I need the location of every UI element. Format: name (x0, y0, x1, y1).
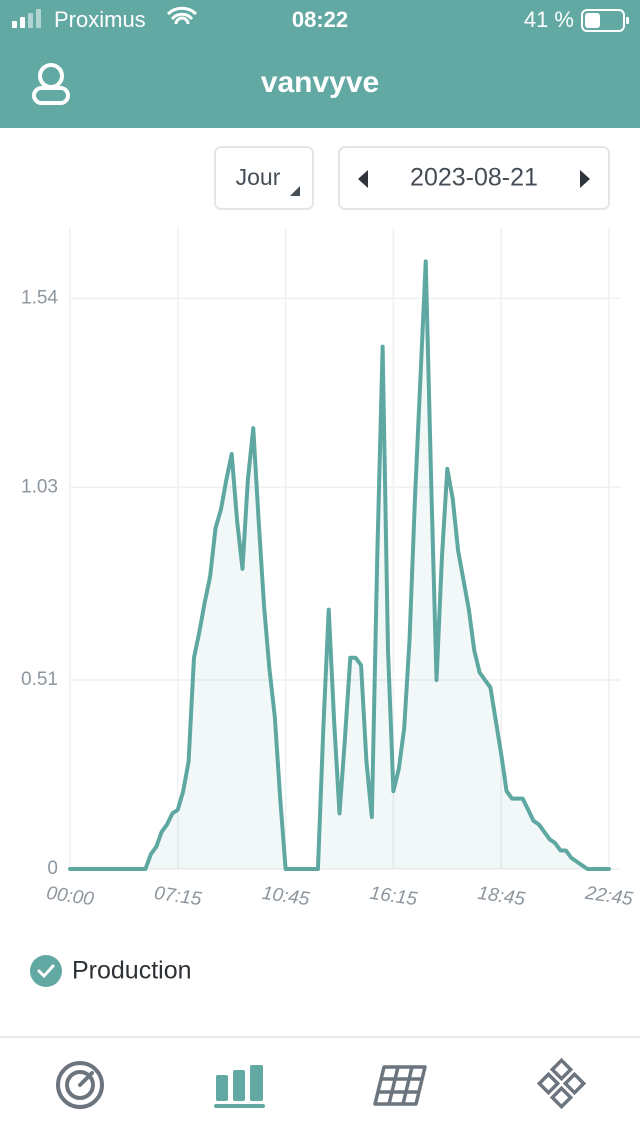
tab-dashboard[interactable] (56, 1061, 104, 1109)
area-fill (70, 261, 609, 870)
date-picker (338, 146, 610, 210)
x-tick-label: 18:45 (476, 883, 526, 910)
x-tick-label: 22:45 (583, 883, 634, 911)
y-tick-label: 0 (47, 858, 58, 879)
x-tick-label: 00:00 (45, 883, 95, 910)
next-day[interactable] (580, 170, 590, 188)
profile-button[interactable] (32, 63, 70, 105)
wifi-icon (166, 6, 198, 25)
period-select[interactable] (214, 146, 314, 210)
signal (12, 9, 41, 28)
x-tick-label: 10:45 (261, 883, 311, 910)
app-bar (0, 0, 640, 128)
carrier: Proximus (54, 7, 146, 32)
tab-chart[interactable] (214, 1065, 265, 1108)
prev-day[interactable] (358, 170, 368, 188)
select-caret (290, 186, 300, 196)
legend-item[interactable]: Production (30, 955, 192, 987)
battery-level: 41 % (524, 7, 574, 32)
tab-more[interactable] (536, 1057, 587, 1110)
y-tick-label: 0.51 (21, 669, 58, 690)
y-tick-label: 1.54 (21, 287, 58, 308)
app-title: vanvyve (261, 66, 379, 99)
date-label[interactable]: 2023-08-21 (410, 164, 538, 192)
line (68, 259, 611, 871)
x-tick-label: 16:15 (368, 883, 418, 910)
legend-label: Production (72, 957, 192, 985)
battery-icon (581, 9, 629, 32)
y-tick-label: 1.03 (21, 476, 58, 497)
period-label: Jour (236, 164, 281, 190)
x-tick-label: 07:15 (153, 883, 203, 910)
tab-panels[interactable] (373, 1065, 427, 1106)
chart: 00:00 07:15 10:45 16:15 18:45 22:45 0 0.51 1.03 1… (21, 228, 634, 910)
clock: 08:22 (292, 7, 348, 32)
